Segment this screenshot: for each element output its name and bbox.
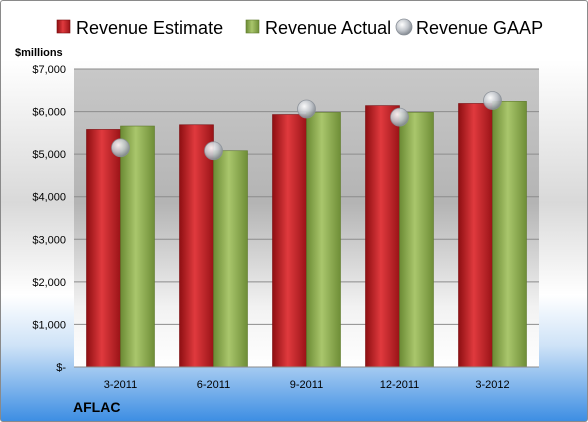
gaap-markers: [111, 91, 502, 161]
legend-label: Revenue Estimate: [76, 18, 223, 38]
x-tick-label: 12-2011: [380, 379, 420, 391]
bar-actual: [120, 125, 155, 368]
marker-gaap: [297, 99, 316, 119]
y-tick-label: $1,000: [32, 319, 66, 331]
marker-gaap: [204, 141, 223, 161]
legend: Revenue Estimate Revenue Actual Revenue GA…: [56, 18, 543, 38]
bar-estimate: [179, 124, 214, 368]
company-label: AFLAC: [73, 399, 120, 415]
y-tick-label: $-: [56, 362, 66, 374]
bar-actual: [492, 101, 527, 368]
y-tick-label: $5,000: [32, 149, 66, 161]
legend-label: Revenue GAAP: [416, 18, 543, 38]
bar-actual: [399, 112, 434, 368]
legend-swatch-actual: [245, 19, 260, 34]
x-tick-label: 3-2011: [104, 379, 137, 391]
y-tick-label: $3,000: [32, 234, 66, 246]
unit-label: $millions: [15, 47, 63, 59]
y-tick-label: $7,000: [32, 64, 66, 76]
y-tick-label: $2,000: [32, 277, 66, 289]
bar-actual: [213, 150, 248, 368]
marker-gaap: [111, 138, 130, 158]
legend-label: Revenue Actual: [265, 18, 391, 38]
bar-actual: [306, 112, 341, 368]
y-tick-label: $6,000: [32, 107, 66, 119]
x-tick-label: 9-2011: [290, 379, 323, 391]
legend-swatch-gaap: [395, 18, 413, 36]
marker-gaap: [390, 107, 409, 127]
y-tick-label: $4,000: [32, 192, 66, 204]
axes: $- $1,000 $2,000 $3,000 $4,000 $5,000 $6,000 $7…: [32, 64, 539, 391]
bar-estimate: [458, 103, 493, 368]
x-tick-label: 6-2011: [197, 379, 230, 391]
bar-estimate: [272, 114, 307, 368]
x-tick-label: 3-2012: [475, 379, 509, 391]
bar-estimate: [86, 129, 121, 368]
bar-estimate: [365, 105, 400, 368]
marker-gaap: [483, 91, 502, 110]
bars: [86, 101, 527, 368]
legend-swatch-estimate: [56, 19, 71, 34]
